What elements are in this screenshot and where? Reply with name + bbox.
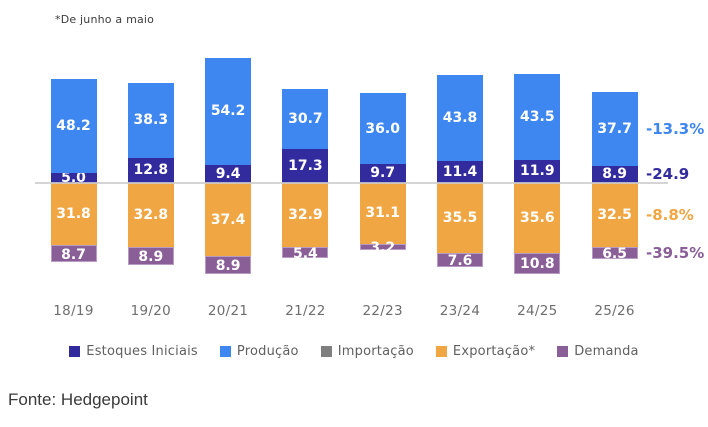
annotation-estoques-iniciais: -24.9 xyxy=(646,165,690,184)
bar-value-label: 31.1 xyxy=(365,205,400,222)
bar-value-label: 38.3 xyxy=(133,112,169,129)
legend-item: Exportação* xyxy=(435,344,536,359)
bar-segment: 9.4 xyxy=(205,164,252,183)
legend-swatch-icon xyxy=(320,346,332,357)
bar-segment: 31.1 xyxy=(359,183,406,244)
x-axis-label: 24/25 xyxy=(517,303,558,319)
bar-segment: 10.8 xyxy=(514,252,561,274)
bar-value-label: 6.5 xyxy=(602,246,627,263)
bar-value-label: 43.5 xyxy=(520,109,555,126)
bar-segment: 6.5 xyxy=(591,246,638,263)
bar-value-label: 7.6 xyxy=(447,253,473,270)
source-text: Fonte: Hedgepoint xyxy=(8,390,148,409)
bar-value-label: 37.4 xyxy=(210,211,246,228)
legend-swatch-icon xyxy=(219,346,231,357)
bar-segment: 5.4 xyxy=(282,245,329,262)
zero-axis-line xyxy=(35,182,668,184)
bar-value-label: 8.7 xyxy=(61,246,86,263)
bar-value-label: 35.5 xyxy=(442,209,478,226)
bar-value-label: 9.4 xyxy=(215,165,241,182)
annotation-exporta-o-: -8.8% xyxy=(646,205,694,224)
bar-value-label: 8.9 xyxy=(138,249,164,265)
bar-segment: 32.5 xyxy=(591,183,638,247)
bar-segment: 8.9 xyxy=(591,165,638,183)
x-axis-label: 25/26 xyxy=(594,303,635,319)
legend-item: Importação xyxy=(320,344,414,359)
legend-swatch-icon xyxy=(557,346,569,357)
bar-segment: 48.2 xyxy=(50,78,97,174)
bar-segment: 38.3 xyxy=(127,82,174,158)
legend-item: Demanda xyxy=(557,344,639,359)
legend-item: Produção xyxy=(219,344,299,359)
legend-swatch-icon xyxy=(69,346,81,357)
bar-value-label: 30.7 xyxy=(288,110,323,127)
bar-value-label: 31.8 xyxy=(56,206,91,223)
x-axis-label: 18/19 xyxy=(53,303,94,319)
bar-value-label: 36.0 xyxy=(365,120,400,137)
annotation-demanda: -39.5% xyxy=(646,244,705,263)
x-axis-label: 22/23 xyxy=(362,303,403,319)
bar-segment: 17.3 xyxy=(282,149,329,183)
bar-value-label: 54.2 xyxy=(210,103,246,120)
bar-segment: 32.9 xyxy=(282,183,329,248)
bar-segment: 11.9 xyxy=(514,159,561,183)
bar-value-label: 32.9 xyxy=(288,207,323,224)
bar-segment: 11.4 xyxy=(437,160,483,183)
bar-value-label: 17.3 xyxy=(288,158,323,175)
chart-footnote: *De junho a maio xyxy=(55,13,155,26)
bar-value-label: 3.2 xyxy=(370,240,396,257)
bar-segment: 31.8 xyxy=(50,183,97,246)
bar-segment: 32.8 xyxy=(127,183,174,248)
bar-value-label: 11.9 xyxy=(520,163,555,180)
bar-value-label: 5.4 xyxy=(292,245,318,262)
bar-value-label: 10.8 xyxy=(520,256,555,273)
legend-item: Estoques Iniciais xyxy=(69,344,198,359)
bar-segment: 54.2 xyxy=(205,58,252,165)
bar-segment: 43.5 xyxy=(514,74,561,160)
bar-value-label: 11.4 xyxy=(442,163,478,180)
legend-label: Exportação* xyxy=(452,344,536,359)
legend-label: Estoques Iniciais xyxy=(86,344,198,359)
bar-value-label: 35.6 xyxy=(520,209,555,226)
bar-value-label: 9.7 xyxy=(370,165,396,182)
bar-value-label: 37.7 xyxy=(597,120,632,137)
x-axis-label: 21/22 xyxy=(285,303,326,319)
bar-segment: 8.9 xyxy=(127,247,174,265)
annotation-produ-o: -13.3% xyxy=(646,119,705,138)
bar-value-label: 32.5 xyxy=(597,206,632,223)
bar-value-label: 12.8 xyxy=(133,162,169,179)
x-axis-label: 23/24 xyxy=(439,303,481,319)
bar-segment: 30.7 xyxy=(282,88,329,150)
bar-segment: 8.7 xyxy=(50,245,97,263)
bar-segment: 37.7 xyxy=(591,91,638,166)
bar-value-label: 32.8 xyxy=(133,207,169,224)
bar-segment: 3.2 xyxy=(359,241,406,255)
bar-segment: 35.6 xyxy=(514,183,561,253)
bar-segment: 35.5 xyxy=(437,183,483,253)
bar-value-label: 43.8 xyxy=(442,109,478,126)
bar-value-label: 48.2 xyxy=(56,117,91,134)
legend: Estoques Iniciais Produção Importação Expor… xyxy=(0,344,708,359)
bar-segment: 12.8 xyxy=(127,157,174,183)
bar-segment: 37.4 xyxy=(205,183,252,257)
legend-swatch-icon xyxy=(435,346,447,357)
bar-segment: 43.8 xyxy=(437,74,483,161)
legend-label: Demanda xyxy=(574,344,639,359)
bar-segment: 36.0 xyxy=(359,93,406,164)
bar-segment: 9.7 xyxy=(359,163,406,183)
legend-label: Produção xyxy=(236,344,299,359)
bar-segment: 8.9 xyxy=(205,256,252,275)
x-axis-label: 20/21 xyxy=(207,303,249,319)
bar-value-label: 8.9 xyxy=(602,166,627,183)
legend-label: Importação xyxy=(337,344,414,359)
x-axis-label: 19/20 xyxy=(130,303,171,319)
bar-value-label: 8.9 xyxy=(215,258,241,275)
bar-segment: 7.6 xyxy=(437,252,483,270)
